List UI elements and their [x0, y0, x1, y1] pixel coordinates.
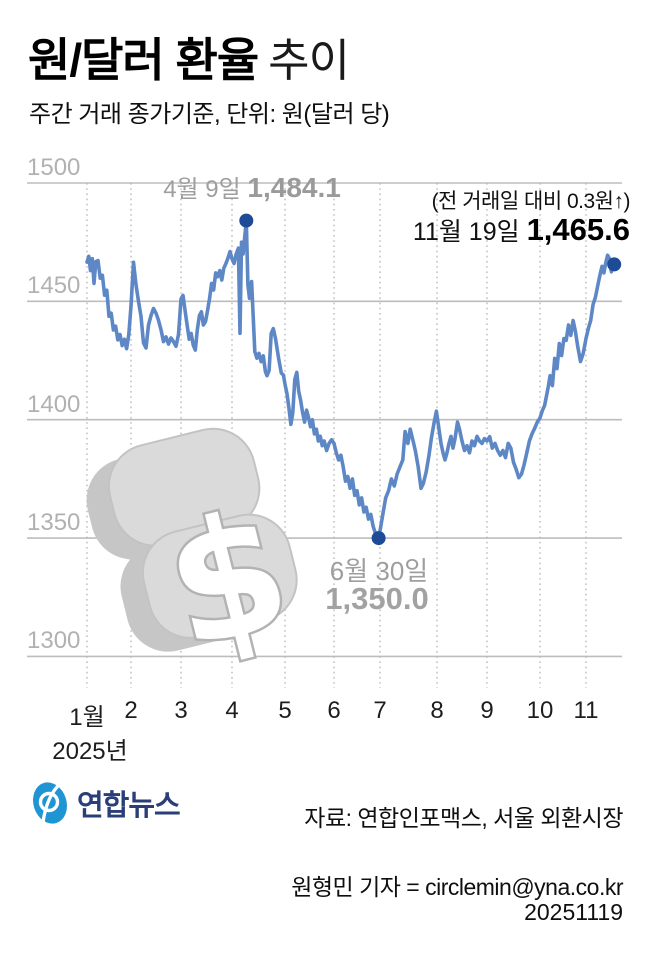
annotation-latest: 11월 19일 1,465.6 — [413, 212, 630, 248]
x-tick-10: 10 — [526, 697, 554, 724]
x-tick-9: 9 — [480, 697, 494, 724]
x-tick-5: 5 — [278, 697, 292, 724]
marker-11월 19일 — [607, 257, 622, 272]
data-source: 자료: 연합인포맥스, 서울 외환시장 — [304, 805, 623, 831]
x-tick-11: 11 — [573, 697, 599, 724]
publication-date: 20251119 — [524, 899, 623, 925]
reporter-byline: 원형민 기자 = circlemin@yna.co.kr — [291, 874, 623, 900]
annotation-april-date: 4월 9일 — [163, 176, 248, 203]
y-tick-1300: 1300 — [27, 627, 81, 654]
svg-text:$: $ — [149, 472, 307, 686]
y-tick-1400: 1400 — [27, 391, 81, 418]
chart-canvas: $ — [27, 182, 622, 689]
exchange-rate-chart: $ 1500 1450 1400 1350 1300 1월 2 3 4 5 6 7 8 9 10 11 202… — [0, 148, 650, 768]
x-tick-7: 7 — [373, 697, 387, 724]
yonhap-logo-icon — [33, 781, 67, 824]
y-tick-1450: 1450 — [27, 272, 81, 299]
chart-subtitle: 주간 거래 종가기준, 단위: 원(달러 당) — [29, 101, 390, 128]
x-tick-8: 8 — [430, 697, 444, 724]
annotation-april-value: 1,484.1 — [247, 172, 341, 203]
marker-6월 30일 — [371, 531, 386, 546]
dollar-sign-graphic: $ — [86, 427, 309, 689]
y-tick-1500: 1500 — [27, 154, 81, 181]
annotation-june-low-value: 1,350.0 — [325, 581, 429, 616]
series-layer — [85, 213, 622, 546]
title-main: 원/달러 환율 — [28, 34, 259, 86]
x-tick-3: 3 — [174, 697, 188, 724]
annotation-june-low-date: 6월 30일 — [329, 556, 429, 586]
x-axis-year-label: 2025년 — [52, 738, 128, 765]
y-tick-1350: 1350 — [27, 509, 81, 536]
x-tick-6: 6 — [327, 697, 341, 724]
yonhap-news-logo: 연합뉴스 — [30, 779, 181, 827]
x-tick-1: 1월 — [69, 704, 105, 731]
page-title: 원/달러 환율 추이 — [28, 24, 350, 90]
exchange-rate-line — [85, 218, 617, 540]
annotation-latest-value: 1,465.6 — [526, 212, 630, 247]
annotation-change-note: (전 거래일 대비 0.3원↑) — [431, 190, 631, 213]
annotation-latest-date: 11월 19일 — [412, 218, 527, 246]
x-tick-4: 4 — [225, 697, 239, 724]
title-suffix: 추이 — [268, 35, 350, 86]
annotation-april-peak: 4월 9일 1,484.1 — [163, 169, 341, 204]
x-tick-2: 2 — [124, 697, 138, 724]
yonhap-logo-text: 연합뉴스 — [77, 790, 181, 822]
marker-4월 9일 — [239, 213, 254, 228]
